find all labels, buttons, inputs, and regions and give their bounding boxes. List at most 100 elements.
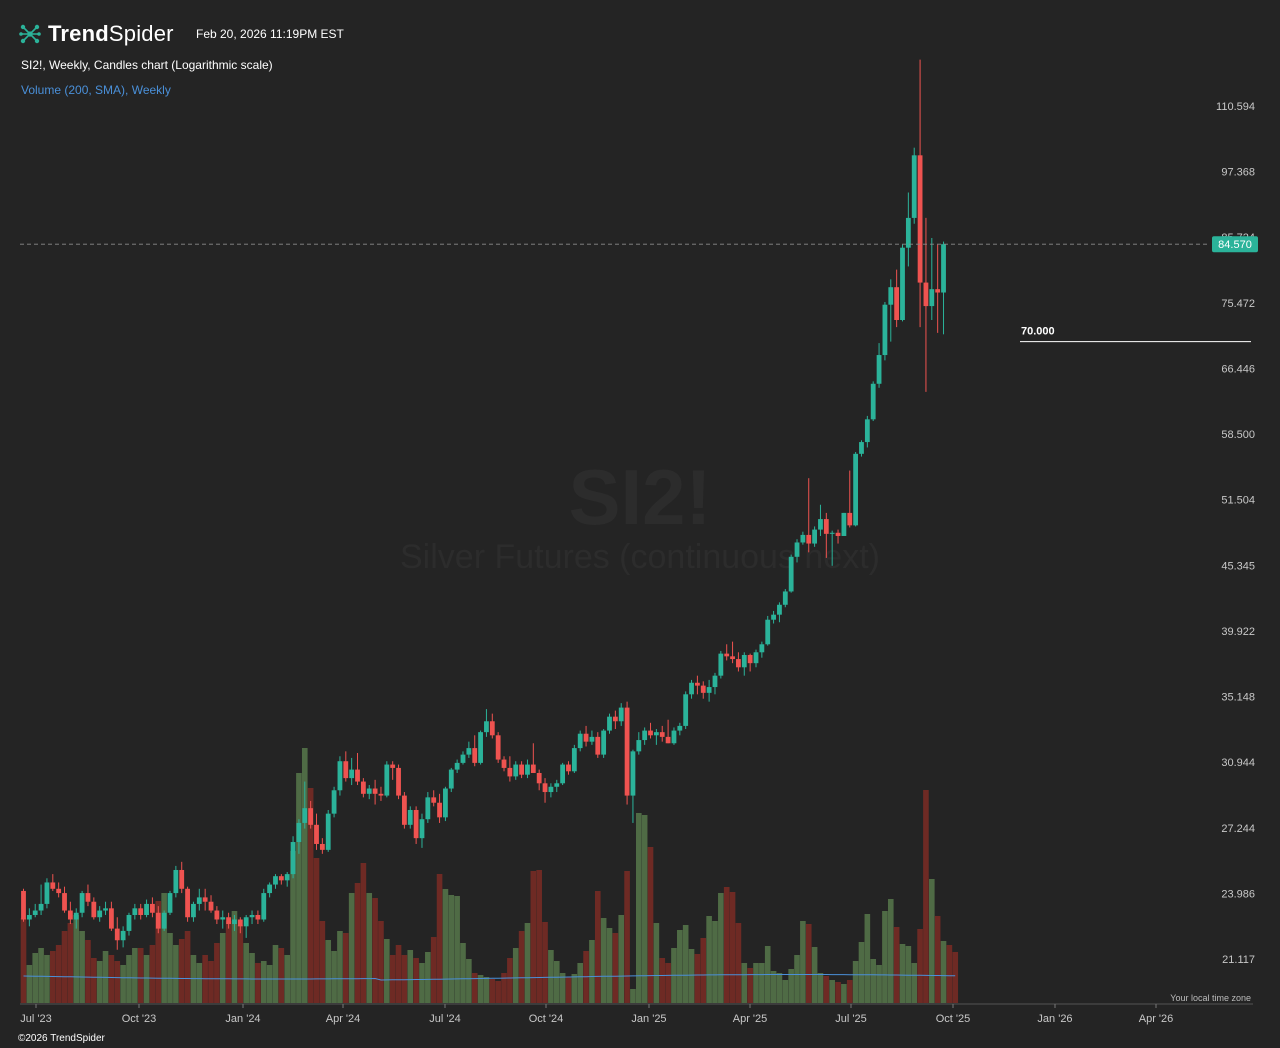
candle[interactable] — [372, 779, 378, 805]
candle[interactable] — [21, 888, 26, 922]
candle[interactable] — [97, 906, 103, 922]
candle[interactable] — [542, 778, 548, 803]
candle[interactable] — [519, 761, 524, 779]
candle[interactable] — [255, 910, 261, 925]
candle[interactable] — [360, 778, 366, 798]
candle[interactable] — [466, 741, 472, 758]
candle[interactable] — [941, 241, 946, 335]
candle[interactable] — [249, 910, 255, 925]
candle[interactable] — [700, 681, 706, 699]
candle[interactable] — [138, 903, 144, 920]
candle[interactable] — [50, 874, 56, 891]
candle[interactable] — [109, 901, 114, 931]
candle[interactable] — [167, 890, 173, 915]
candle[interactable] — [484, 709, 489, 737]
candle[interactable] — [554, 779, 560, 793]
candle[interactable] — [706, 679, 712, 702]
candle[interactable] — [443, 786, 448, 822]
candle[interactable] — [325, 809, 331, 852]
candle[interactable] — [402, 792, 407, 829]
candle[interactable] — [812, 526, 817, 547]
candle[interactable] — [232, 914, 237, 931]
candle[interactable] — [788, 554, 794, 593]
candle[interactable] — [208, 895, 214, 913]
candle[interactable] — [665, 719, 671, 744]
candle[interactable] — [911, 147, 917, 224]
candle[interactable] — [566, 761, 571, 775]
candle[interactable] — [390, 761, 396, 780]
candle[interactable] — [44, 878, 50, 909]
candle[interactable] — [870, 381, 876, 422]
candle[interactable] — [683, 691, 689, 730]
candle[interactable] — [806, 478, 812, 553]
candle[interactable] — [882, 301, 888, 361]
candle[interactable] — [26, 908, 32, 927]
candle[interactable] — [378, 786, 384, 801]
candle[interactable] — [85, 884, 91, 907]
candle[interactable] — [173, 865, 179, 898]
candle[interactable] — [62, 886, 67, 913]
candle[interactable] — [782, 589, 788, 608]
candle[interactable] — [396, 764, 401, 800]
candle[interactable] — [548, 783, 554, 798]
candle[interactable] — [736, 652, 741, 672]
horizontal-level[interactable]: 70.000 — [1020, 326, 1251, 343]
candle[interactable] — [894, 269, 900, 328]
candle[interactable] — [917, 59, 923, 328]
candle[interactable] — [571, 744, 577, 773]
candle[interactable] — [454, 759, 460, 773]
candle[interactable] — [220, 910, 226, 929]
candle[interactable] — [583, 725, 589, 747]
candle[interactable] — [179, 861, 185, 894]
candle[interactable] — [747, 653, 753, 672]
candle[interactable] — [267, 882, 273, 898]
candle[interactable] — [237, 917, 243, 934]
candle[interactable] — [618, 703, 624, 726]
candle[interactable] — [530, 743, 536, 773]
candle[interactable] — [73, 908, 79, 929]
candle[interactable] — [818, 504, 823, 536]
candle[interactable] — [337, 756, 343, 796]
candle[interactable] — [448, 767, 454, 793]
candle[interactable] — [273, 874, 278, 889]
candle[interactable] — [67, 901, 73, 925]
candle[interactable] — [431, 790, 437, 807]
candle[interactable] — [120, 926, 126, 948]
candle[interactable] — [437, 793, 442, 823]
candle[interactable] — [636, 732, 642, 755]
candle[interactable] — [38, 884, 44, 915]
candle[interactable] — [191, 901, 196, 922]
candle[interactable] — [859, 440, 864, 457]
candle[interactable] — [32, 903, 38, 918]
candle[interactable] — [91, 897, 97, 920]
candle[interactable] — [589, 730, 595, 745]
candle[interactable] — [823, 512, 829, 558]
candle[interactable] — [261, 888, 267, 922]
candle[interactable] — [56, 882, 62, 898]
candle[interactable] — [771, 610, 776, 624]
candle[interactable] — [718, 650, 724, 679]
candle[interactable] — [653, 729, 659, 745]
candle[interactable] — [331, 786, 337, 818]
candle[interactable] — [753, 649, 759, 668]
candle[interactable] — [624, 701, 630, 805]
candle[interactable] — [525, 759, 530, 779]
candle[interactable] — [150, 897, 155, 918]
candle[interactable] — [243, 914, 249, 938]
candle[interactable] — [765, 615, 771, 646]
candle[interactable] — [308, 800, 314, 829]
candle[interactable] — [144, 899, 149, 918]
candle[interactable] — [642, 727, 648, 745]
candle[interactable] — [677, 722, 683, 736]
candle[interactable] — [695, 675, 700, 695]
candle[interactable] — [202, 888, 208, 911]
candle[interactable] — [730, 641, 735, 664]
candle[interactable] — [536, 769, 542, 791]
candle[interactable] — [829, 530, 835, 566]
candle[interactable] — [419, 813, 425, 848]
candle[interactable] — [478, 730, 483, 765]
candle[interactable] — [366, 785, 372, 800]
candle[interactable] — [671, 727, 677, 745]
candle[interactable] — [847, 470, 853, 528]
